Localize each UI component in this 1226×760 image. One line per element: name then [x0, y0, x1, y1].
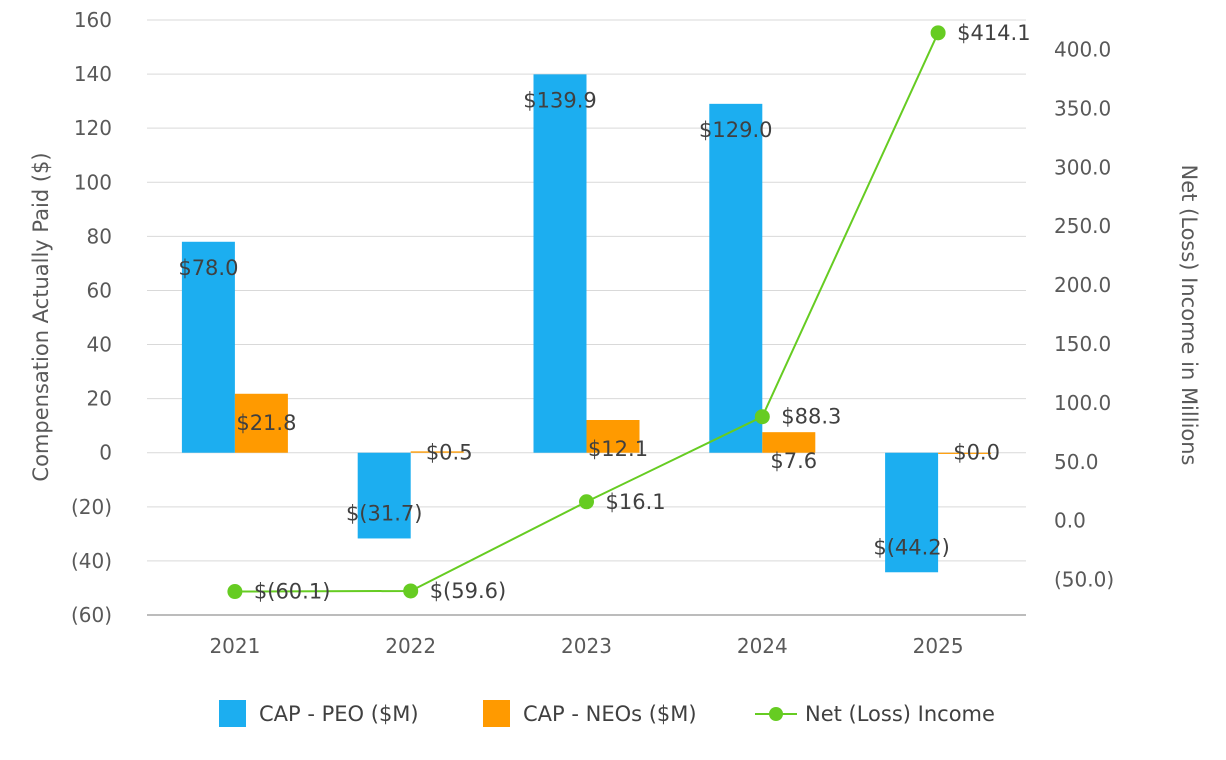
right-tick-label: 200.0: [1054, 273, 1111, 297]
right-tick-label: 300.0: [1054, 155, 1111, 179]
x-tick-label: 2025: [913, 634, 964, 658]
bar-cap-neos: [586, 420, 640, 453]
left-tick-label: 160: [74, 8, 112, 32]
data-label-cap-neos: $21.8: [236, 411, 296, 435]
bar-cap-neos: [410, 451, 464, 453]
right-tick-label: 350.0: [1054, 96, 1111, 120]
right-axis-title: Net (Loss) Income in Millions: [1177, 165, 1201, 466]
data-label-cap-peo: $78.0: [178, 256, 238, 280]
data-label-cap-neos: $12.1: [588, 437, 648, 461]
bar-cap-peo: [357, 452, 411, 539]
right-tick-label: (50.0): [1054, 568, 1114, 592]
x-tick-label: 2024: [737, 634, 788, 658]
data-label-net-income: $16.1: [606, 490, 666, 514]
net-income-point: [227, 584, 243, 600]
left-tick-label: 0: [99, 441, 112, 465]
net-income-line-layer: [227, 25, 946, 600]
x-tick-label: 2023: [561, 634, 612, 658]
legend-swatch-cap-peo: [219, 700, 246, 727]
bar-cap-neos: [938, 452, 992, 454]
left-tick-label: 40: [87, 333, 112, 357]
data-label-net-income: $414.1: [957, 21, 1030, 45]
left-tick-label: 80: [87, 224, 112, 248]
bar-cap-neos: [762, 432, 816, 453]
bar-cap-peo: [709, 103, 763, 453]
bar-cap-peo: [181, 241, 235, 453]
legend-label-cap-neos: CAP - NEOs ($M): [523, 702, 697, 726]
net-income-point: [403, 583, 419, 599]
right-tick-label: 0.0: [1054, 509, 1086, 533]
data-labels: $78.0 $(31.7) $139.9 $129.0 $(44.2) $21.8 $0.5…: [178, 21, 1030, 604]
legend: CAP - PEO ($M) CAP - NEOs ($M) Net (Loss…: [219, 700, 995, 727]
legend-label-net-income: Net (Loss) Income: [805, 702, 995, 726]
left-tick-label: (40): [71, 549, 112, 573]
data-label-cap-neos: $7.6: [770, 449, 817, 473]
data-label-cap-neos: $0.0: [953, 441, 1000, 465]
left-tick-label: (20): [71, 495, 112, 519]
left-tick-label: 140: [74, 62, 112, 86]
axes: 160 140 120 100 80 60 40 20 0 (20) (40) (60) 400.0 35…: [71, 8, 1114, 658]
bar-cap-neos: [234, 393, 288, 453]
legend-marker-net-income: [769, 707, 783, 721]
right-tick-label: 150.0: [1054, 332, 1111, 356]
x-tick-label: 2022: [385, 634, 436, 658]
legend-label-cap-peo: CAP - PEO ($M): [259, 702, 419, 726]
left-tick-label: 20: [87, 387, 112, 411]
x-tick-label: 2021: [209, 634, 260, 658]
right-tick-label: 400.0: [1054, 37, 1111, 61]
net-income-point: [930, 25, 946, 41]
bar-cap-peo: [533, 74, 587, 453]
left-tick-label: 100: [74, 170, 112, 194]
bar-cap-peo: [885, 452, 939, 573]
data-label-net-income: $(59.6): [430, 579, 507, 603]
left-tick-label: 60: [87, 278, 112, 302]
data-label-cap-neos: $0.5: [426, 441, 473, 465]
data-label-net-income: $(60.1): [254, 580, 331, 604]
left-axis-title: Compensation Actually Paid ($): [29, 152, 53, 481]
data-label-cap-peo: $(44.2): [873, 535, 950, 559]
data-label-cap-peo: $129.0: [699, 118, 772, 142]
right-tick-label: 250.0: [1054, 214, 1111, 238]
data-label-net-income: $88.3: [781, 405, 841, 429]
data-label-cap-peo: $(31.7): [346, 501, 423, 525]
net-income-point: [579, 494, 594, 510]
left-tick-label: (60): [71, 603, 112, 627]
right-tick-label: 100.0: [1054, 391, 1111, 415]
left-tick-label: 120: [74, 116, 112, 140]
legend-swatch-cap-neos: [483, 700, 510, 727]
net-income-point: [754, 409, 770, 425]
right-tick-label: 50.0: [1054, 450, 1099, 474]
bar-marks: [181, 74, 992, 573]
data-label-cap-peo: $139.9: [523, 88, 596, 112]
